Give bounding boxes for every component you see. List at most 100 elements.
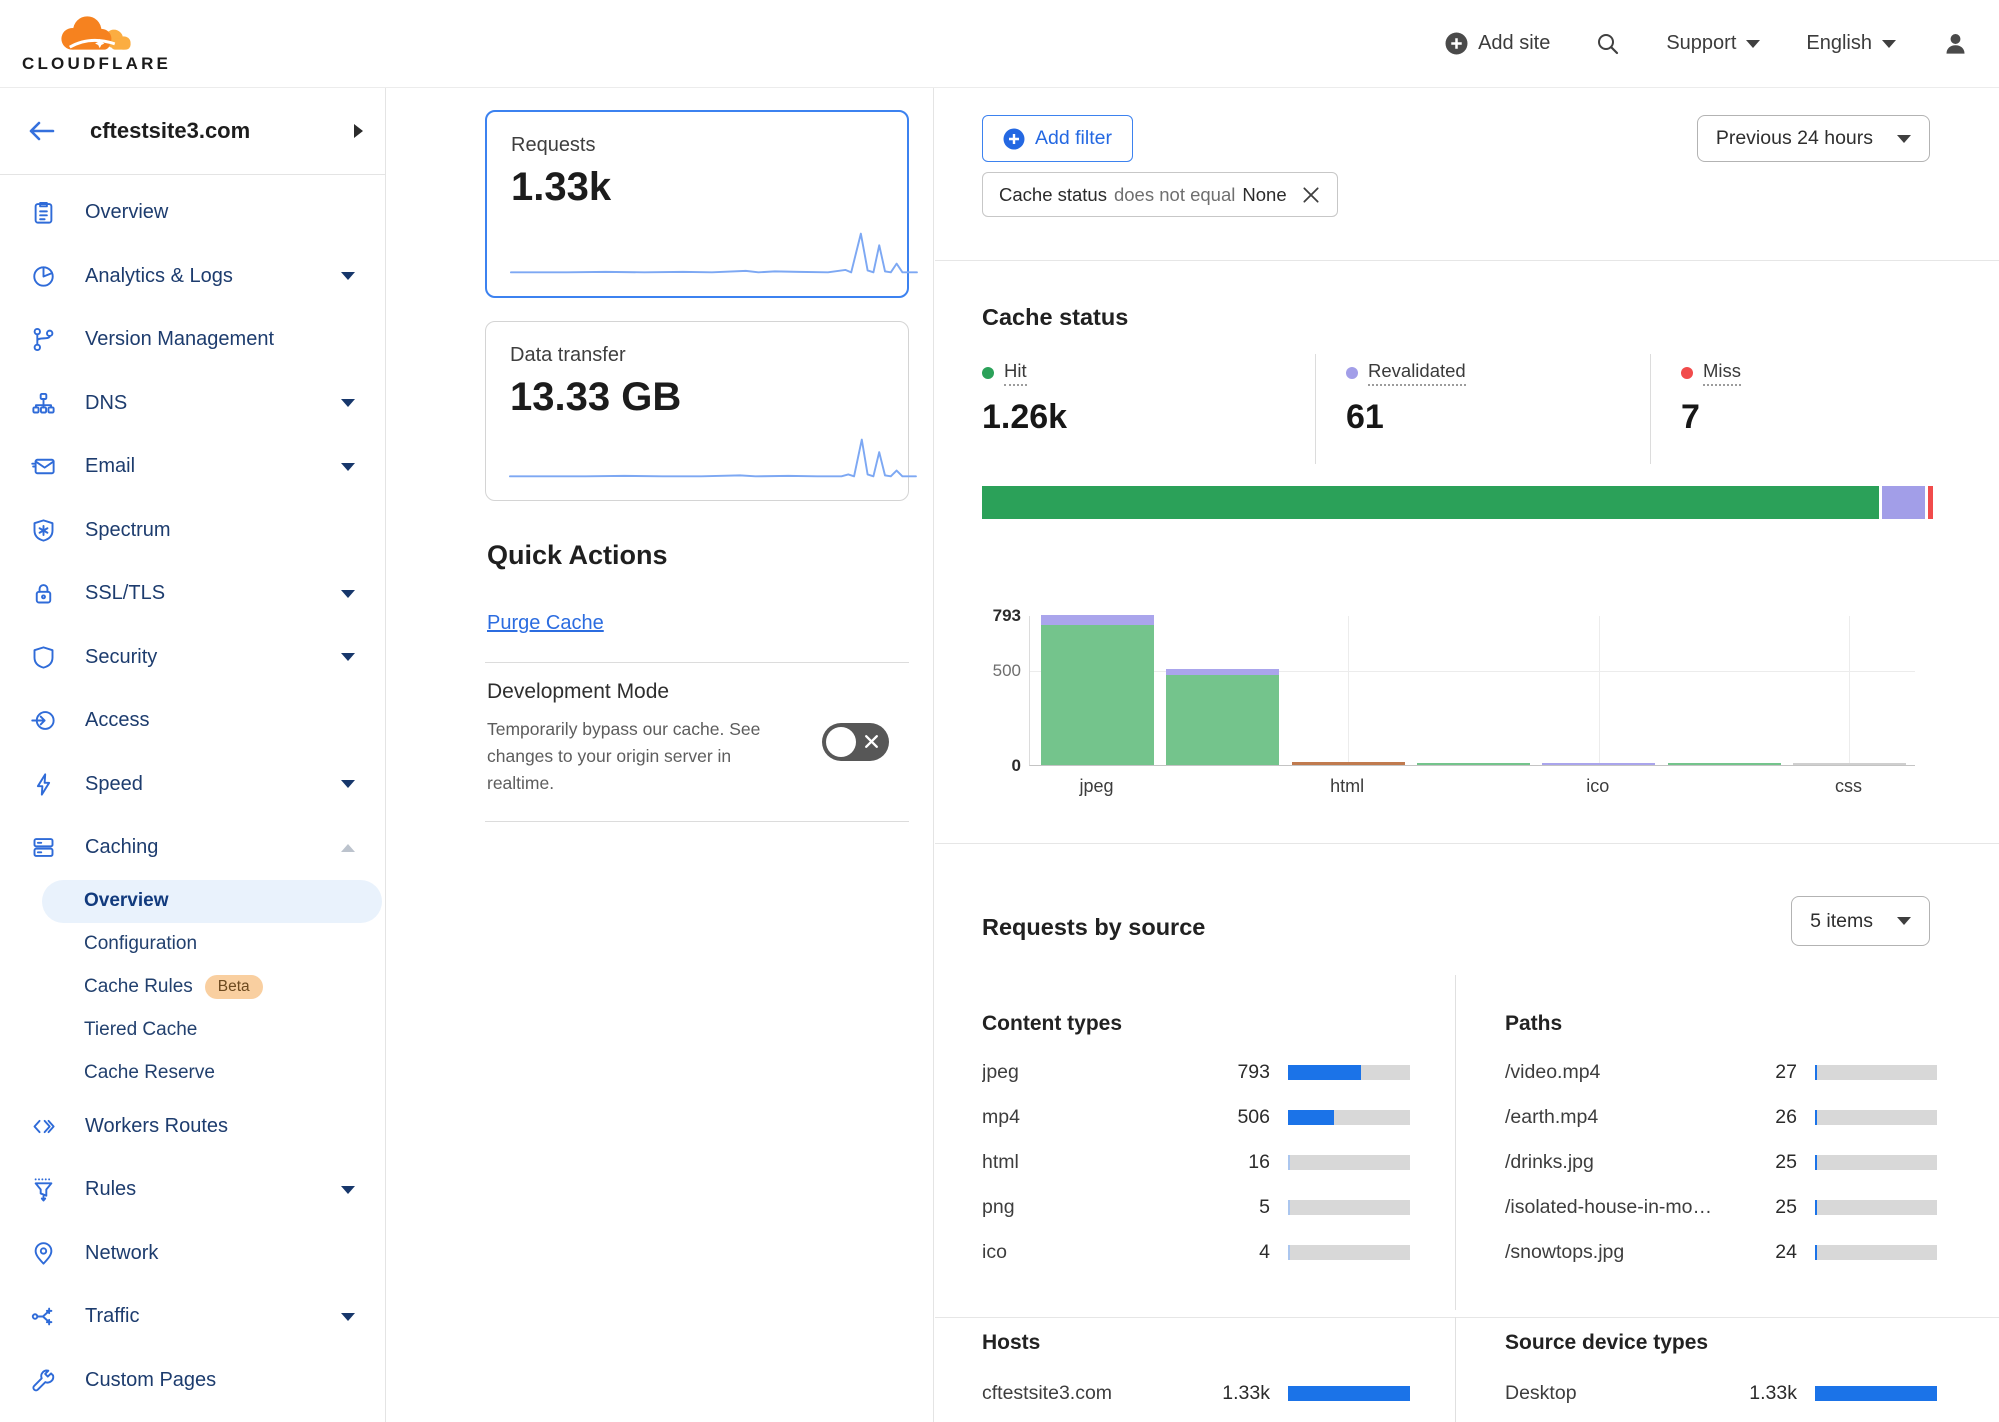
sidebar-item-rules[interactable]: Rules [0,1158,385,1222]
sidebar-item-speed[interactable]: Speed [0,753,385,817]
bar-segment-bar_purple [1041,615,1154,625]
sidebar-item-custom-pages[interactable]: Custom Pages [0,1349,385,1413]
sidebar-subitem-tiered-cache[interactable]: Tiered Cache [42,1009,382,1052]
cloudflare-cloud-icon [61,16,131,50]
chevron-down-icon [341,589,355,598]
bar-col-4 [1416,615,1530,765]
ssl-tls-icon [30,580,57,607]
row-label: /snowtops.jpg [1505,1241,1625,1263]
site-switcher-caret-icon[interactable] [354,124,363,138]
row-meter [1815,1065,1937,1080]
row-label: /drinks.jpg [1505,1151,1594,1173]
row-label: html [982,1151,1019,1173]
account-menu[interactable] [1942,30,1969,57]
close-icon [1303,186,1319,203]
sidebar-subitem-configuration[interactable]: Configuration [42,923,382,966]
row-label: cftestsite3.com [982,1382,1113,1404]
chevron-down-icon [1746,39,1761,48]
time-range-select[interactable]: Previous 24 hours [1696,115,1930,162]
back-arrow-icon[interactable] [26,119,56,143]
table-row-snowtops-jpg: /snowtops.jpg 24 [1505,1230,1937,1275]
row-value: 25 [1775,1151,1797,1173]
sidebar-item-dns[interactable]: DNS [0,372,385,436]
bar-ico [1542,615,1656,765]
chevron-up-icon [341,843,355,852]
row-meter-fill [1815,1065,1818,1080]
sidebar-subitem-overview[interactable]: Overview [42,879,382,923]
user-icon [1946,34,1965,54]
email-icon [30,453,57,480]
purge-cache-link[interactable]: Purge Cache [487,612,604,634]
paths-table: Paths /video.mp4 27 /earth.mp4 26 /drink… [1505,1012,1937,1275]
remove-filter-button[interactable] [1301,185,1321,205]
row-meter [1288,1245,1410,1260]
legend-label[interactable]: Miss [1703,360,1742,386]
sidebar-item-access[interactable]: Access [0,689,385,753]
legend-label[interactable]: Revalidated [1368,360,1466,386]
spectrum-icon [30,517,57,544]
items-count-select[interactable]: 5 items [1791,896,1930,946]
cache-status-filter-chip[interactable]: Cache status does not equal None [982,172,1338,217]
chip-operator: does not equal [1113,183,1236,205]
dns-icon [30,390,57,417]
row-meter-fill [1288,1155,1290,1170]
sidebar-item-network[interactable]: Network [0,1222,385,1286]
row-meter [1288,1065,1410,1080]
table-row-cftestsite3-com: cftestsite3.com 1.33k [982,1371,1410,1416]
legend-label[interactable]: Hit [1004,360,1027,386]
divider [485,662,909,663]
legend-value: 61 [1346,398,1384,436]
plus-circle-icon [1003,128,1025,149]
sidebar-item-security[interactable]: Security [0,626,385,690]
cloudflare-logo[interactable]: CLOUDFLARE [22,13,171,74]
sidebar-item-spectrum[interactable]: Spectrum [0,499,385,563]
row-meter-fill [1815,1155,1818,1170]
y-axis-tick: 793 [992,606,1021,625]
row-value: 25 [1775,1196,1797,1218]
data-transfer-card-value: 13.33 GB [510,375,682,419]
requests-metric-card[interactable]: Requests 1.33k [485,110,918,298]
sidebar-item-version-management[interactable]: Version Management [0,308,385,372]
sidebar-subitem-cache-reserve[interactable]: Cache Reserve [42,1052,382,1095]
sidebar-item-traffic[interactable]: Traffic [0,1285,385,1349]
row-value: 1.33k [1749,1382,1797,1404]
bar-segment-bar_purple [1542,763,1656,765]
sidebar-item-overview[interactable]: Overview [0,181,385,245]
chip-field: Cache status [999,183,1107,205]
sidebar-item-label: Rules [85,1178,137,1201]
language-menu[interactable]: English [1806,32,1896,55]
support-menu[interactable]: Support [1666,32,1761,55]
stacked-segment-hit [982,486,1879,519]
analytics-icon [30,263,57,290]
support-label: Support [1666,32,1737,54]
search-button[interactable] [1596,32,1620,56]
sidebar-item-analytics-logs[interactable]: Analytics & Logs [0,245,385,309]
development-mode-toggle[interactable] [822,723,889,761]
data-transfer-metric-card[interactable]: Data transfer 13.33 GB [485,321,917,501]
row-meter [1288,1200,1410,1215]
sidebar-item-workers-routes[interactable]: Workers Routes [0,1095,385,1159]
sidebar-item-email[interactable]: Email [0,435,385,499]
bar-segment-bar_green [1041,624,1154,765]
sidebar-subitem-cache-rules[interactable]: Cache Rules Beta [42,966,382,1009]
site-name: cftestsite3.com [90,118,251,143]
requests-card-title: Requests [511,134,596,156]
sidebar-item-caching[interactable]: Caching [0,816,385,880]
sidebar-item-ssl-tls[interactable]: SSL/TLS [0,562,385,626]
row-meter-fill [1288,1245,1290,1260]
add-filter-button[interactable]: Add filter [982,115,1133,162]
data-transfer-sparkline [508,438,917,478]
cache-status-stacked-bar [982,486,1933,519]
bar-segment-bar_green [1416,763,1530,765]
sidebar-item-label: Workers Routes [85,1114,229,1137]
source-device-types-table: Source device types Desktop 1.33k [1505,1331,1937,1416]
row-meter-fill [1288,1386,1410,1401]
topnav-actions: Add site Support English [1445,30,1999,57]
table-row-png: png 5 [982,1185,1410,1230]
row-meter [1815,1245,1937,1260]
add-site-button[interactable]: Add site [1445,32,1550,55]
hosts-title: Hosts [982,1331,1041,1354]
top-navbar: CLOUDFLARE Add site Support English [0,0,1999,88]
data-transfer-card-title: Data transfer [510,344,626,366]
table-row-earth-mp4: /earth.mp4 26 [1505,1095,1937,1140]
